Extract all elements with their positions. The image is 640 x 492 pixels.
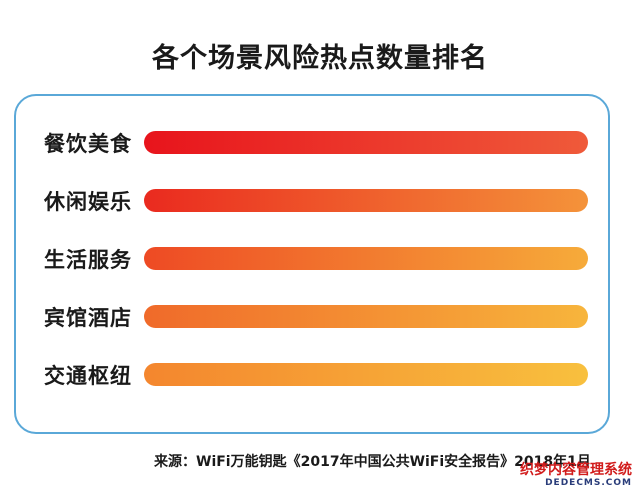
chart-title: 各个场景风险热点数量排名 (152, 43, 488, 74)
category-label: 休闲娱乐 (44, 190, 132, 214)
bar (144, 247, 588, 270)
category-label: 生活服务 (44, 248, 132, 272)
category-label: 餐饮美食 (44, 132, 132, 156)
bar-row: 交通枢纽 (0, 354, 640, 394)
watermark-logo: 织梦内容管理系统 DEDECMS.COM (520, 462, 632, 488)
category-label: 宾馆酒店 (44, 306, 132, 330)
bar (144, 305, 588, 328)
source-note: 来源：WiFi万能钥匙《2017年中国公共WiFi安全报告》2018年1月 (154, 454, 591, 470)
bar (144, 189, 588, 212)
bar (144, 131, 588, 154)
bar-row: 休闲娱乐 (0, 180, 640, 220)
watermark-url: DEDECMS.COM (545, 477, 632, 488)
bar-row: 宾馆酒店 (0, 296, 640, 336)
chart-frame (14, 94, 610, 434)
bar-row: 餐饮美食 (0, 122, 640, 162)
bar-row: 生活服务 (0, 238, 640, 278)
watermark-text: 织梦内容管理系统 (520, 461, 632, 478)
bar (144, 363, 588, 386)
category-label: 交通枢纽 (44, 364, 132, 388)
